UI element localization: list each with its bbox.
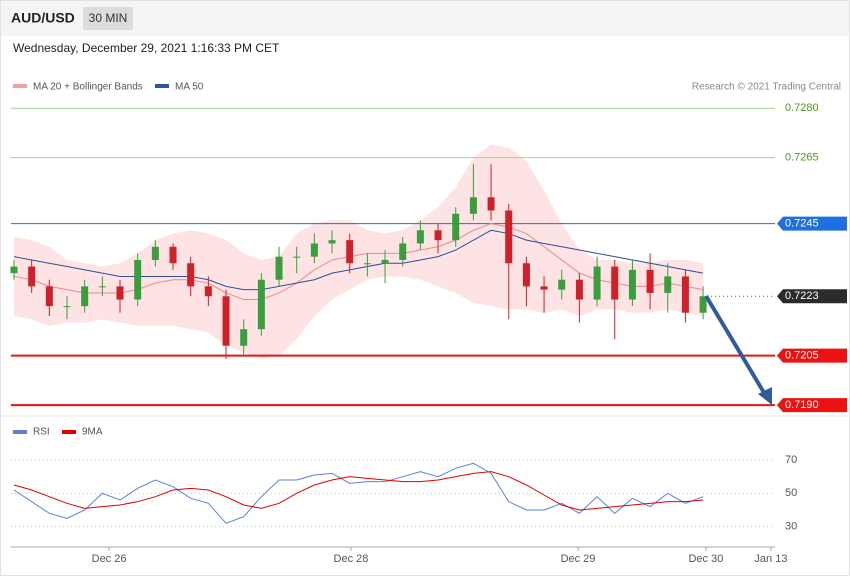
interval: 30 MIN	[89, 11, 128, 25]
candle-body	[593, 266, 601, 300]
rsi-line	[13, 462, 704, 524]
level-label-bg	[777, 216, 847, 231]
header-bar	[1, 1, 849, 36]
candle-body	[381, 259, 389, 264]
level-label-bg	[777, 348, 847, 363]
candle-body	[151, 246, 159, 260]
legend-swatch	[62, 430, 76, 434]
legend-label: RSI	[33, 427, 50, 438]
candle-body	[611, 266, 619, 300]
candle-body	[628, 269, 636, 300]
candle-body	[558, 279, 566, 290]
legend-label: MA 50	[175, 82, 204, 93]
candle-body	[699, 296, 707, 313]
candle-body	[81, 286, 89, 307]
forecast-arrow	[704, 294, 768, 398]
candle-body	[487, 197, 495, 211]
candle-body	[681, 276, 689, 313]
x-tick-label: Dec 26	[92, 553, 127, 565]
legend-label: 9MA	[82, 427, 103, 438]
credit: Research © 2021 Trading Central	[692, 82, 841, 93]
candle-body	[469, 197, 477, 214]
level-label: 0.7280	[785, 102, 819, 114]
symbol: AUD/USD	[11, 10, 75, 26]
candle-body	[575, 279, 583, 300]
x-tick-label: Dec 29	[561, 553, 596, 565]
candle-body	[310, 243, 318, 257]
candle-body	[187, 263, 195, 287]
candle-body	[328, 240, 336, 244]
level-label: 0.7245	[785, 218, 819, 230]
candle-body	[540, 286, 548, 290]
ma-line	[13, 223, 704, 301]
candle-body	[169, 246, 177, 264]
candle-body	[293, 256, 301, 258]
level-label: 0.7223	[785, 290, 819, 302]
legend-swatch	[13, 84, 27, 88]
band-layer	[11, 107, 775, 407]
candle-body	[63, 306, 71, 308]
x-tick-label: Jan 13	[754, 553, 787, 565]
x-tick-label: Dec 30	[688, 553, 723, 565]
y-tick-label: 70	[785, 454, 797, 466]
interval-box	[83, 7, 133, 30]
candle-body	[664, 276, 672, 293]
candle-body	[240, 329, 248, 346]
candle-body	[452, 213, 460, 241]
rsi-line	[13, 471, 704, 511]
legend-swatch	[155, 84, 169, 88]
candle-body	[275, 256, 283, 280]
candle-body	[28, 266, 36, 287]
ma-line	[13, 229, 704, 291]
candle-body	[10, 266, 18, 274]
legend-label: MA 20 + Bollinger Bands	[33, 82, 143, 93]
x-tick-label: Dec 28	[334, 553, 369, 565]
level-label: 0.7190	[785, 399, 819, 411]
candle-body	[346, 240, 354, 264]
y-tick-label: 50	[785, 487, 797, 499]
candle-body	[116, 286, 124, 300]
level-label: 0.7265	[785, 152, 819, 164]
candle-body	[134, 259, 142, 300]
level-label-bg	[777, 289, 847, 304]
candle-body	[222, 296, 230, 346]
candle-body	[646, 269, 654, 293]
candle-body	[257, 279, 265, 330]
main-layer	[10, 164, 707, 359]
legend-swatch	[13, 430, 27, 434]
candle-body	[416, 230, 424, 244]
candle-body	[434, 230, 442, 241]
forecast-arrowhead	[758, 387, 772, 405]
candle-body	[45, 286, 53, 307]
level-label: 0.7205	[785, 350, 819, 362]
candle-body	[98, 286, 106, 288]
y-tick-label: 30	[785, 521, 797, 533]
level-label-bg	[777, 398, 847, 413]
candle-body	[505, 210, 513, 264]
candle-body	[399, 243, 407, 260]
candle-body	[522, 263, 530, 287]
candle-body	[363, 263, 371, 265]
timestamp: Wednesday, December 29, 2021 1:16:33 PM …	[13, 41, 280, 55]
bollinger-band	[14, 144, 704, 359]
candle-body	[204, 286, 212, 297]
